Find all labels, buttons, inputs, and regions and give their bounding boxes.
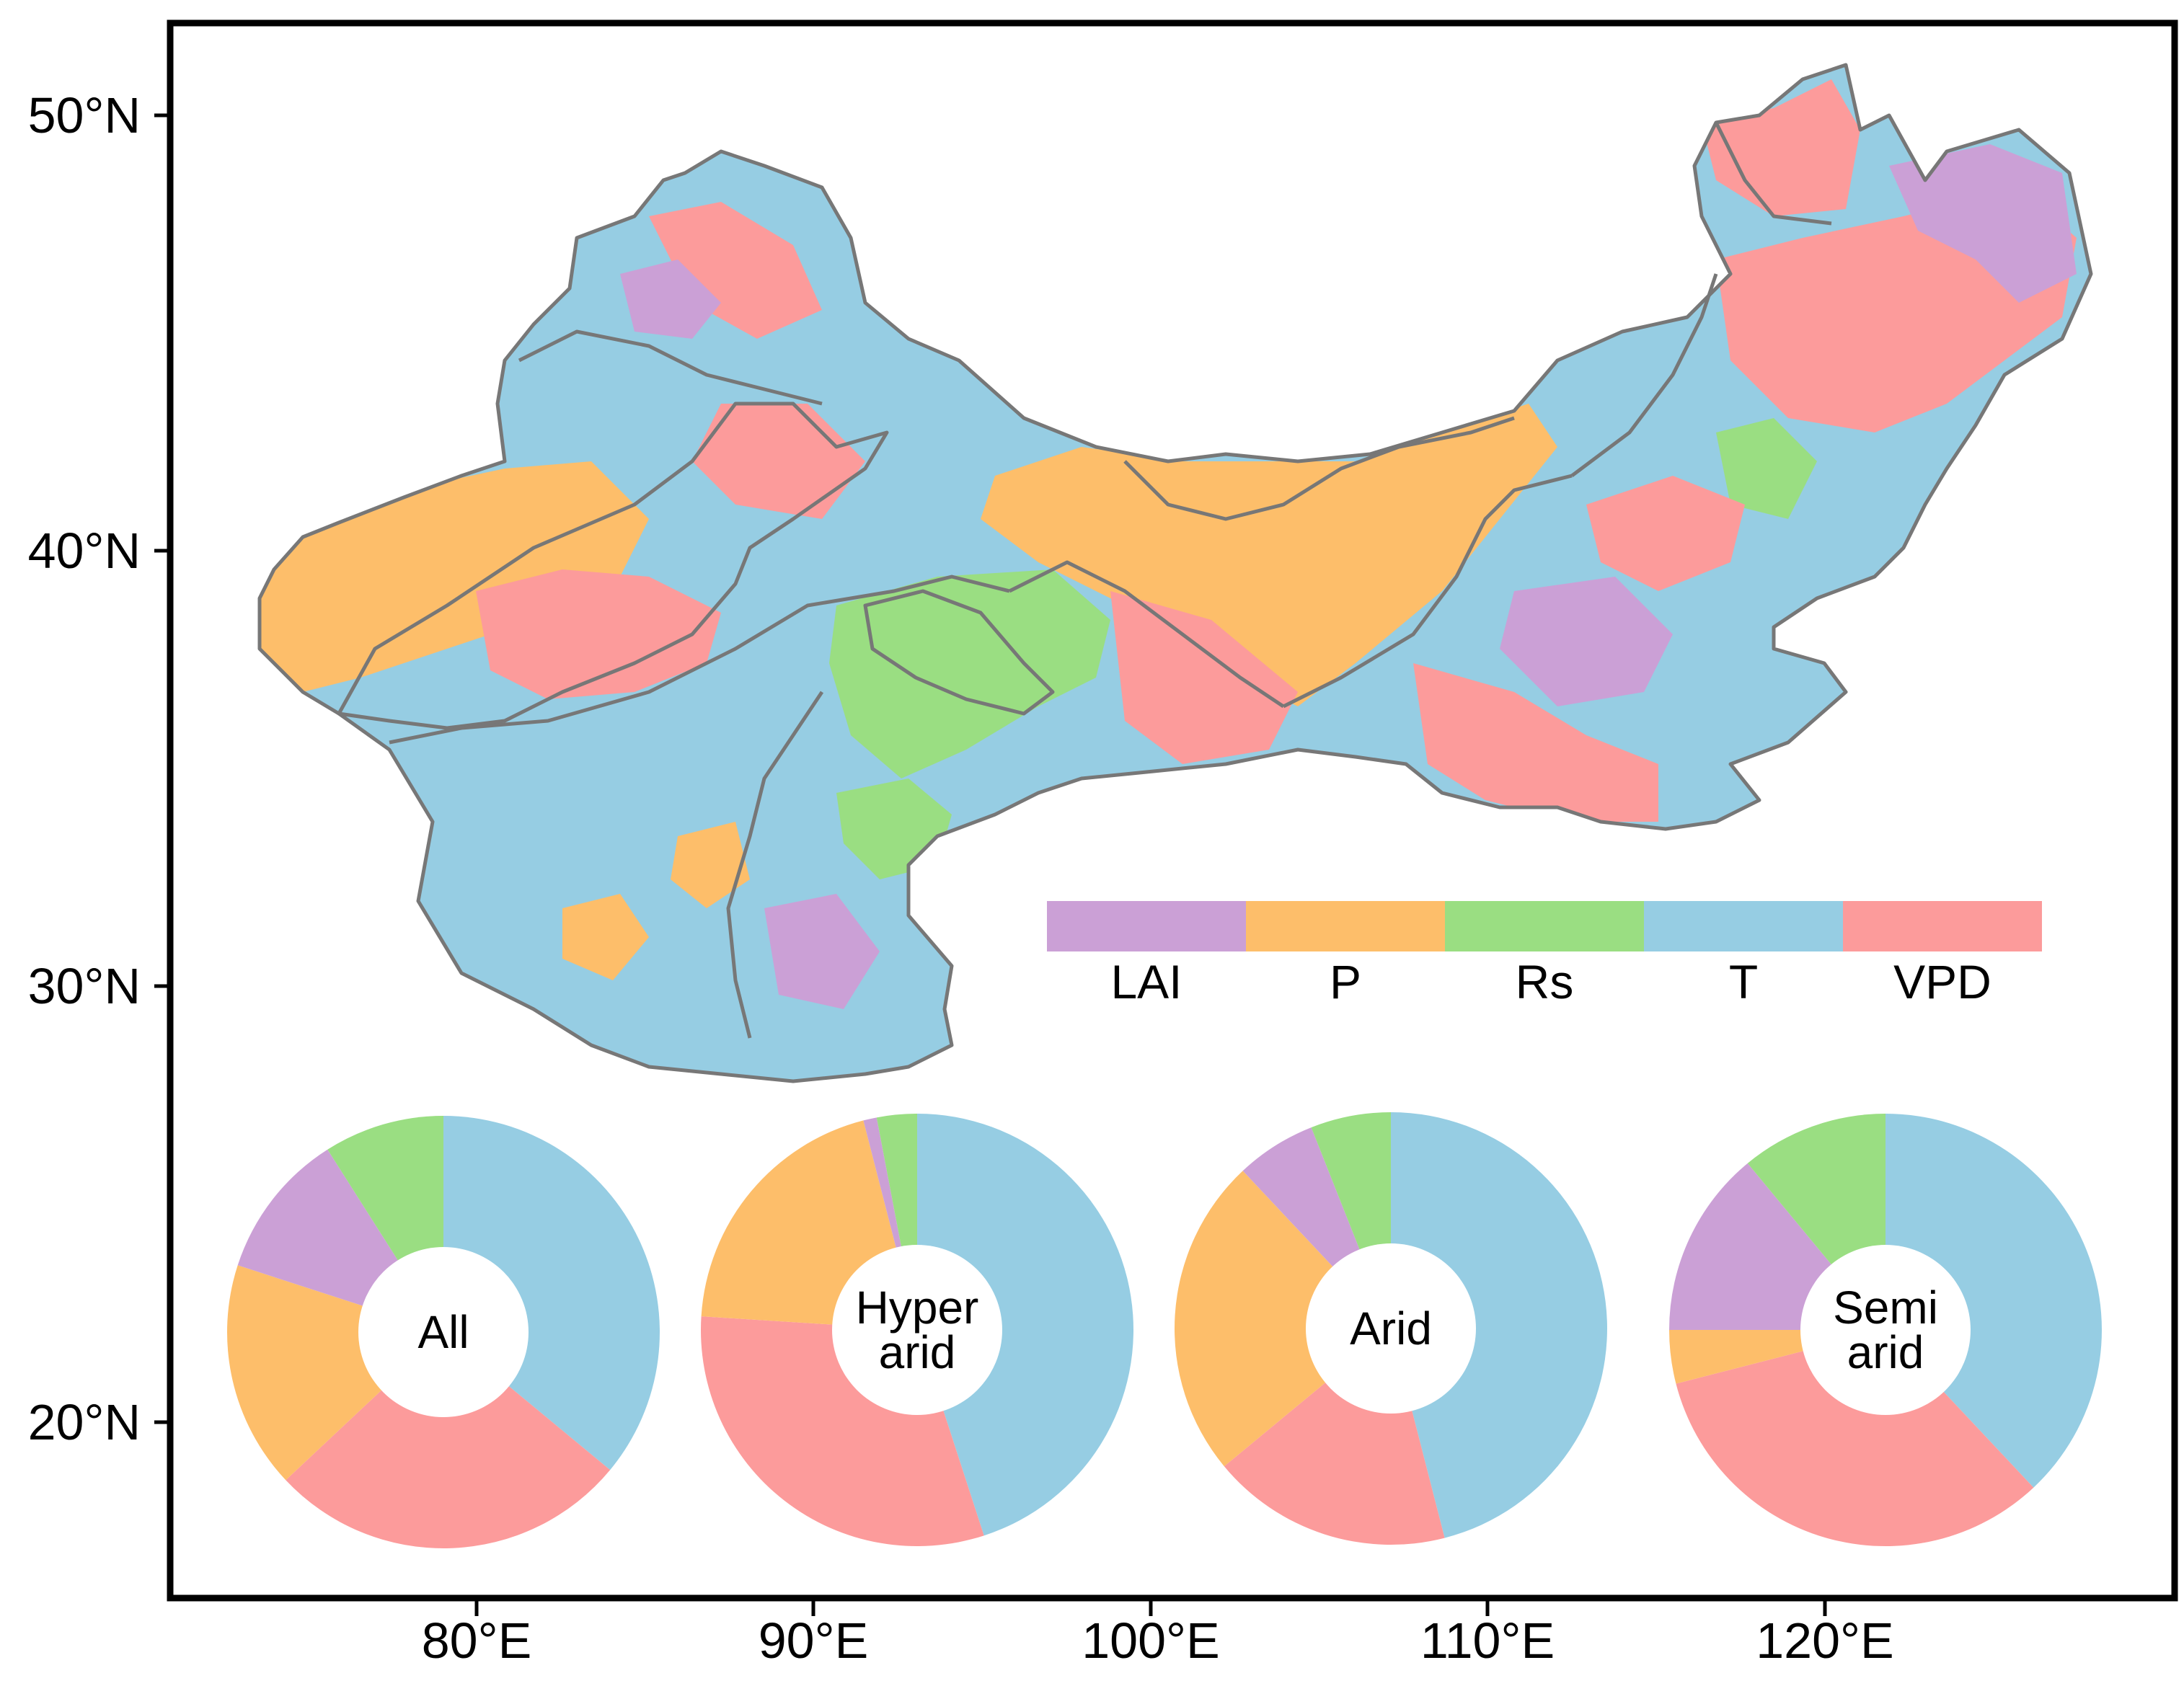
pie-semiarid-label-line: arid [1847, 1326, 1924, 1378]
map-zone-vpd-north [649, 202, 822, 339]
legend-swatch-lai [1047, 901, 1246, 951]
pie-arid: Arid [1175, 1112, 1607, 1545]
map-zone-vpd-hexi [1110, 591, 1298, 764]
x-axis: 80°E 90°E 100°E 110°E 120°E [422, 1598, 1894, 1669]
map-zone-lai-north [620, 259, 721, 339]
pie-all-hole [358, 1247, 529, 1417]
pie-semiarid-label-line: Semi [1833, 1282, 1938, 1334]
map-zone-vpd-tarim [476, 569, 721, 699]
y-tick-label-20: 20°N [28, 1394, 141, 1450]
legend-swatch-p [1246, 901, 1445, 951]
x-tick-label-120: 120°E [1756, 1612, 1893, 1669]
pie-arid-slice-t [1391, 1112, 1607, 1538]
pie-arid-slice-p [1175, 1171, 1391, 1467]
pie-hyperarid-slice-t [917, 1114, 1133, 1536]
legend-label-t: T [1729, 955, 1758, 1008]
x-tick-label-90: 90°E [759, 1612, 869, 1669]
pie-arid-hole [1306, 1243, 1476, 1414]
y-tick-label-40: 40°N [28, 523, 141, 579]
pie-arid-label-line: Arid [1350, 1303, 1432, 1354]
legend-label-p: P [1330, 955, 1361, 1008]
y-axis: 50°N 40°N 30°N 20°N [28, 87, 170, 1450]
boundary-junggar [518, 329, 823, 406]
legend-swatch-rs [1445, 901, 1644, 951]
map-zone-vpd-east [1586, 476, 1745, 591]
pie-semiarid-hole [1800, 1245, 1971, 1415]
boundary-hulun [1714, 121, 1832, 226]
map-zone-lai-east [1500, 577, 1673, 706]
zone-boundaries [337, 121, 1832, 1039]
pie-all-label-line: All [417, 1306, 469, 1358]
pie-all: All [227, 1116, 660, 1548]
boundary-tibet-inner [726, 691, 824, 1039]
map-zone-lai-tibet [764, 894, 880, 1009]
map-zone-rs-central [829, 569, 1110, 778]
x-tick-label-80: 80°E [422, 1612, 532, 1669]
boundary-kunlun [389, 574, 1010, 745]
map-zone-vpd-southeast [1413, 663, 1658, 822]
pie-semiarid-slice-t [1885, 1114, 2102, 1488]
boundary-northeast [1570, 273, 1718, 477]
x-tick-label-100: 100°E [1082, 1612, 1219, 1669]
boundary-inner-mongolia [1123, 416, 1515, 521]
map-zone-precipitation-central [981, 404, 1557, 706]
legend-label-rs: Rs [1516, 955, 1574, 1008]
map-zone-precipitation-southwest [562, 894, 649, 980]
pie-all-slice-vpd [286, 1332, 611, 1548]
boundary-tarim-basin [337, 401, 889, 730]
legend-label-lai: LAI [1110, 955, 1182, 1008]
legend-swatch-t [1644, 901, 1843, 951]
legend-swatch-vpd [1843, 901, 2042, 951]
y-tick-label-50: 50°N [28, 87, 141, 143]
map-zone-precipitation-tibet [671, 822, 750, 908]
map-zone-precipitation-west [260, 461, 649, 692]
pie-hyperarid-label-line: Hyper [856, 1282, 979, 1334]
pie-hyperarid-hole [832, 1245, 1002, 1415]
boundary-loess [1282, 474, 1573, 709]
legend: LAI P Rs T VPD [1047, 901, 2042, 1008]
y-tick-label-30: 30°N [28, 958, 141, 1014]
boundary-qaidam [863, 589, 1055, 716]
pie-semiarid-slice-vpd [1676, 1330, 2034, 1546]
legend-label-vpd: VPD [1893, 955, 1991, 1008]
map-zone-lai-northeast [1889, 144, 2077, 303]
map-zone-vpd-hulun [1702, 79, 1860, 216]
map-zone-rs-east [1716, 418, 1817, 519]
pie-all-slice-t [443, 1116, 660, 1470]
boundary-hexi [1008, 560, 1285, 709]
pie-hyperarid-label-line: arid [879, 1326, 956, 1378]
x-tick-label-110: 110°E [1420, 1612, 1555, 1669]
